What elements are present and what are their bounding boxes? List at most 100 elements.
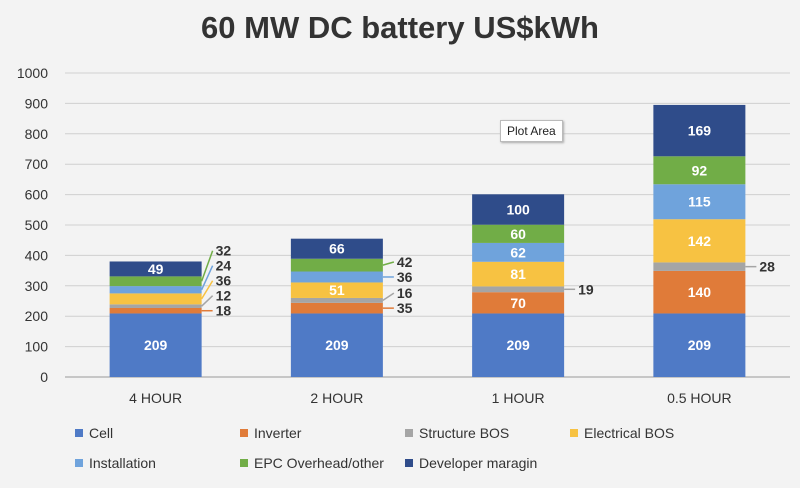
y-tick-label: 0	[40, 369, 48, 385]
bar-segment	[109, 293, 202, 305]
data-label: 19	[578, 281, 594, 297]
data-label: 12	[216, 288, 232, 304]
legend-label: Inverter	[254, 425, 302, 441]
data-label: 209	[688, 337, 712, 353]
bar-segment	[653, 262, 746, 271]
bar-segment	[653, 156, 746, 185]
x-tick-label: 2 HOUR	[310, 390, 363, 406]
legend-label: Electrical BOS	[584, 425, 675, 441]
legend-swatch	[240, 429, 248, 437]
y-tick-label: 300	[25, 278, 49, 294]
plot-area-tooltip: Plot Area	[500, 120, 563, 142]
bar-segment	[472, 292, 565, 314]
data-label: 100	[506, 201, 530, 217]
data-label: 60	[510, 226, 526, 242]
data-label: 35	[397, 300, 413, 316]
bar-segment	[109, 313, 202, 377]
y-tick-label: 200	[25, 308, 49, 324]
bar-segment	[472, 224, 565, 243]
data-label-leader	[382, 292, 395, 302]
data-label-leader	[201, 295, 214, 307]
legend-item: EPC Overhead/other	[240, 455, 384, 471]
legend-item: Electrical BOS	[570, 425, 674, 441]
data-label: 140	[688, 284, 712, 300]
data-label-leader	[382, 261, 395, 266]
data-label: 209	[506, 337, 530, 353]
bar-segment	[109, 307, 202, 314]
bar-segment	[109, 261, 202, 277]
bar-segment	[472, 313, 565, 377]
bar-segment	[653, 184, 746, 220]
bar-segment	[472, 242, 565, 262]
legend-item: Installation	[75, 455, 156, 471]
bar-segment	[109, 276, 202, 287]
x-tick-label: 1 HOUR	[492, 390, 545, 406]
y-tick-label: 800	[25, 126, 49, 142]
legend-swatch	[405, 459, 413, 467]
bar-segment	[653, 219, 746, 263]
legend-item: Structure BOS	[405, 425, 509, 441]
data-label: 51	[329, 282, 345, 298]
y-tick-label: 100	[25, 339, 49, 355]
bar-segment	[290, 297, 383, 303]
data-label: 62	[510, 244, 526, 260]
legend-swatch	[570, 429, 578, 437]
data-label: 24	[216, 258, 232, 274]
data-label: 28	[759, 259, 775, 275]
y-tick-label: 1000	[17, 65, 48, 81]
legend-item: Cell	[75, 425, 113, 441]
legend-label: Structure BOS	[419, 425, 510, 441]
data-label: 32	[216, 243, 232, 259]
chart-title: 60 MW DC battery US$kWh	[201, 10, 599, 45]
data-label: 36	[216, 273, 232, 289]
y-tick-label: 600	[25, 187, 49, 203]
legend-swatch	[240, 459, 248, 467]
bar-segment	[653, 104, 746, 157]
legend-item: Inverter	[240, 425, 301, 441]
data-label: 142	[688, 233, 712, 249]
data-label-leader	[200, 280, 214, 300]
data-label: 209	[144, 337, 168, 353]
data-label: 36	[397, 269, 413, 285]
legend-item: Developer maragin	[405, 455, 537, 471]
x-tick-label: 0.5 HOUR	[667, 390, 732, 406]
y-tick-label: 700	[25, 156, 49, 172]
data-label: 209	[325, 337, 349, 353]
y-tick-label: 900	[25, 95, 49, 111]
bar-segment	[653, 270, 746, 314]
legend-swatch	[405, 429, 413, 437]
bar-segment	[290, 302, 383, 314]
data-label: 81	[510, 266, 526, 282]
legend-swatch	[75, 429, 83, 437]
data-label: 66	[329, 241, 345, 257]
data-label: 49	[148, 261, 164, 277]
bar-segment	[472, 261, 565, 287]
legend-label: EPC Overhead/other	[254, 455, 384, 471]
data-label: 92	[692, 162, 708, 178]
y-tick-label: 500	[25, 217, 49, 233]
data-label: 169	[688, 123, 712, 139]
data-label: 42	[397, 254, 413, 270]
bar-segment	[472, 194, 565, 225]
bar-segment	[653, 313, 746, 377]
data-label: 70	[510, 295, 526, 311]
data-label: 16	[397, 285, 413, 301]
bar-segment	[109, 304, 202, 308]
data-label: 115	[688, 194, 711, 210]
data-label: 18	[216, 303, 232, 319]
bar-segment	[290, 271, 383, 283]
bar-segment	[290, 313, 383, 377]
legend-label: Developer maragin	[419, 455, 538, 471]
bar-segment	[290, 258, 383, 272]
bar-segment	[290, 238, 383, 259]
bar-segment	[472, 286, 565, 293]
y-tick-label: 400	[25, 247, 49, 263]
data-label-leader	[200, 250, 214, 282]
data-label-leader	[200, 265, 214, 291]
x-tick-label: 4 HOUR	[129, 390, 182, 406]
legend-swatch	[75, 459, 83, 467]
legend-label: Installation	[89, 455, 156, 471]
bar-segment	[109, 286, 202, 294]
